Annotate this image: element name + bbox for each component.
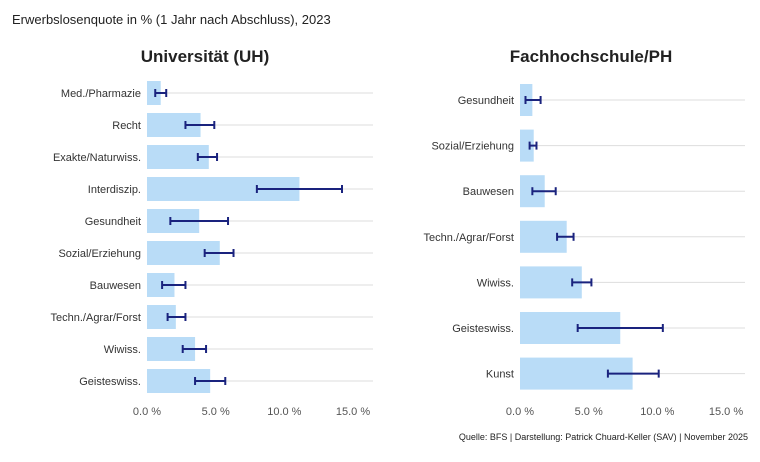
category-label: Techn./Agrar/Forst [51, 312, 141, 324]
x-tick-label: 10.0 % [267, 406, 301, 418]
panel-title: Fachhochschule/PH [510, 47, 672, 66]
category-label: Recht [112, 120, 141, 132]
category-label: Gesundheit [85, 216, 141, 228]
category-label: Interdiszip. [88, 184, 141, 196]
category-label: Bauwesen [463, 186, 514, 198]
category-label: Wiwiss. [104, 344, 141, 356]
x-tick-label: 15.0 % [336, 406, 370, 418]
category-label: Geisteswiss. [79, 376, 141, 388]
category-label: Exakte/Naturwiss. [53, 152, 141, 164]
bar [520, 129, 534, 162]
category-label: Sozial/Erziehung [431, 141, 514, 153]
category-label: Geisteswiss. [452, 323, 514, 335]
x-tick-label: 0.0 % [133, 406, 161, 418]
figure-title: Erwerbslosenquote in % (1 Jahr nach Absc… [12, 12, 331, 27]
bar [147, 81, 161, 105]
panel-title: Universität (UH) [141, 47, 269, 66]
category-label: Techn./Agrar/Forst [424, 232, 514, 244]
category-label: Kunst [486, 369, 514, 381]
x-tick-label: 10.0 % [640, 406, 674, 418]
category-label: Bauwesen [90, 280, 141, 292]
category-label: Sozial/Erziehung [58, 248, 141, 260]
x-tick-label: 5.0 % [202, 406, 230, 418]
category-label: Wiwiss. [477, 277, 514, 289]
source-footer: Quelle: BFS | Darstellung: Patrick Chuar… [458, 432, 748, 442]
x-tick-label: 5.0 % [575, 406, 603, 418]
category-label: Gesundheit [458, 95, 514, 107]
x-tick-label: 15.0 % [709, 406, 743, 418]
category-label: Med./Pharmazie [61, 88, 141, 100]
x-tick-label: 0.0 % [506, 406, 534, 418]
